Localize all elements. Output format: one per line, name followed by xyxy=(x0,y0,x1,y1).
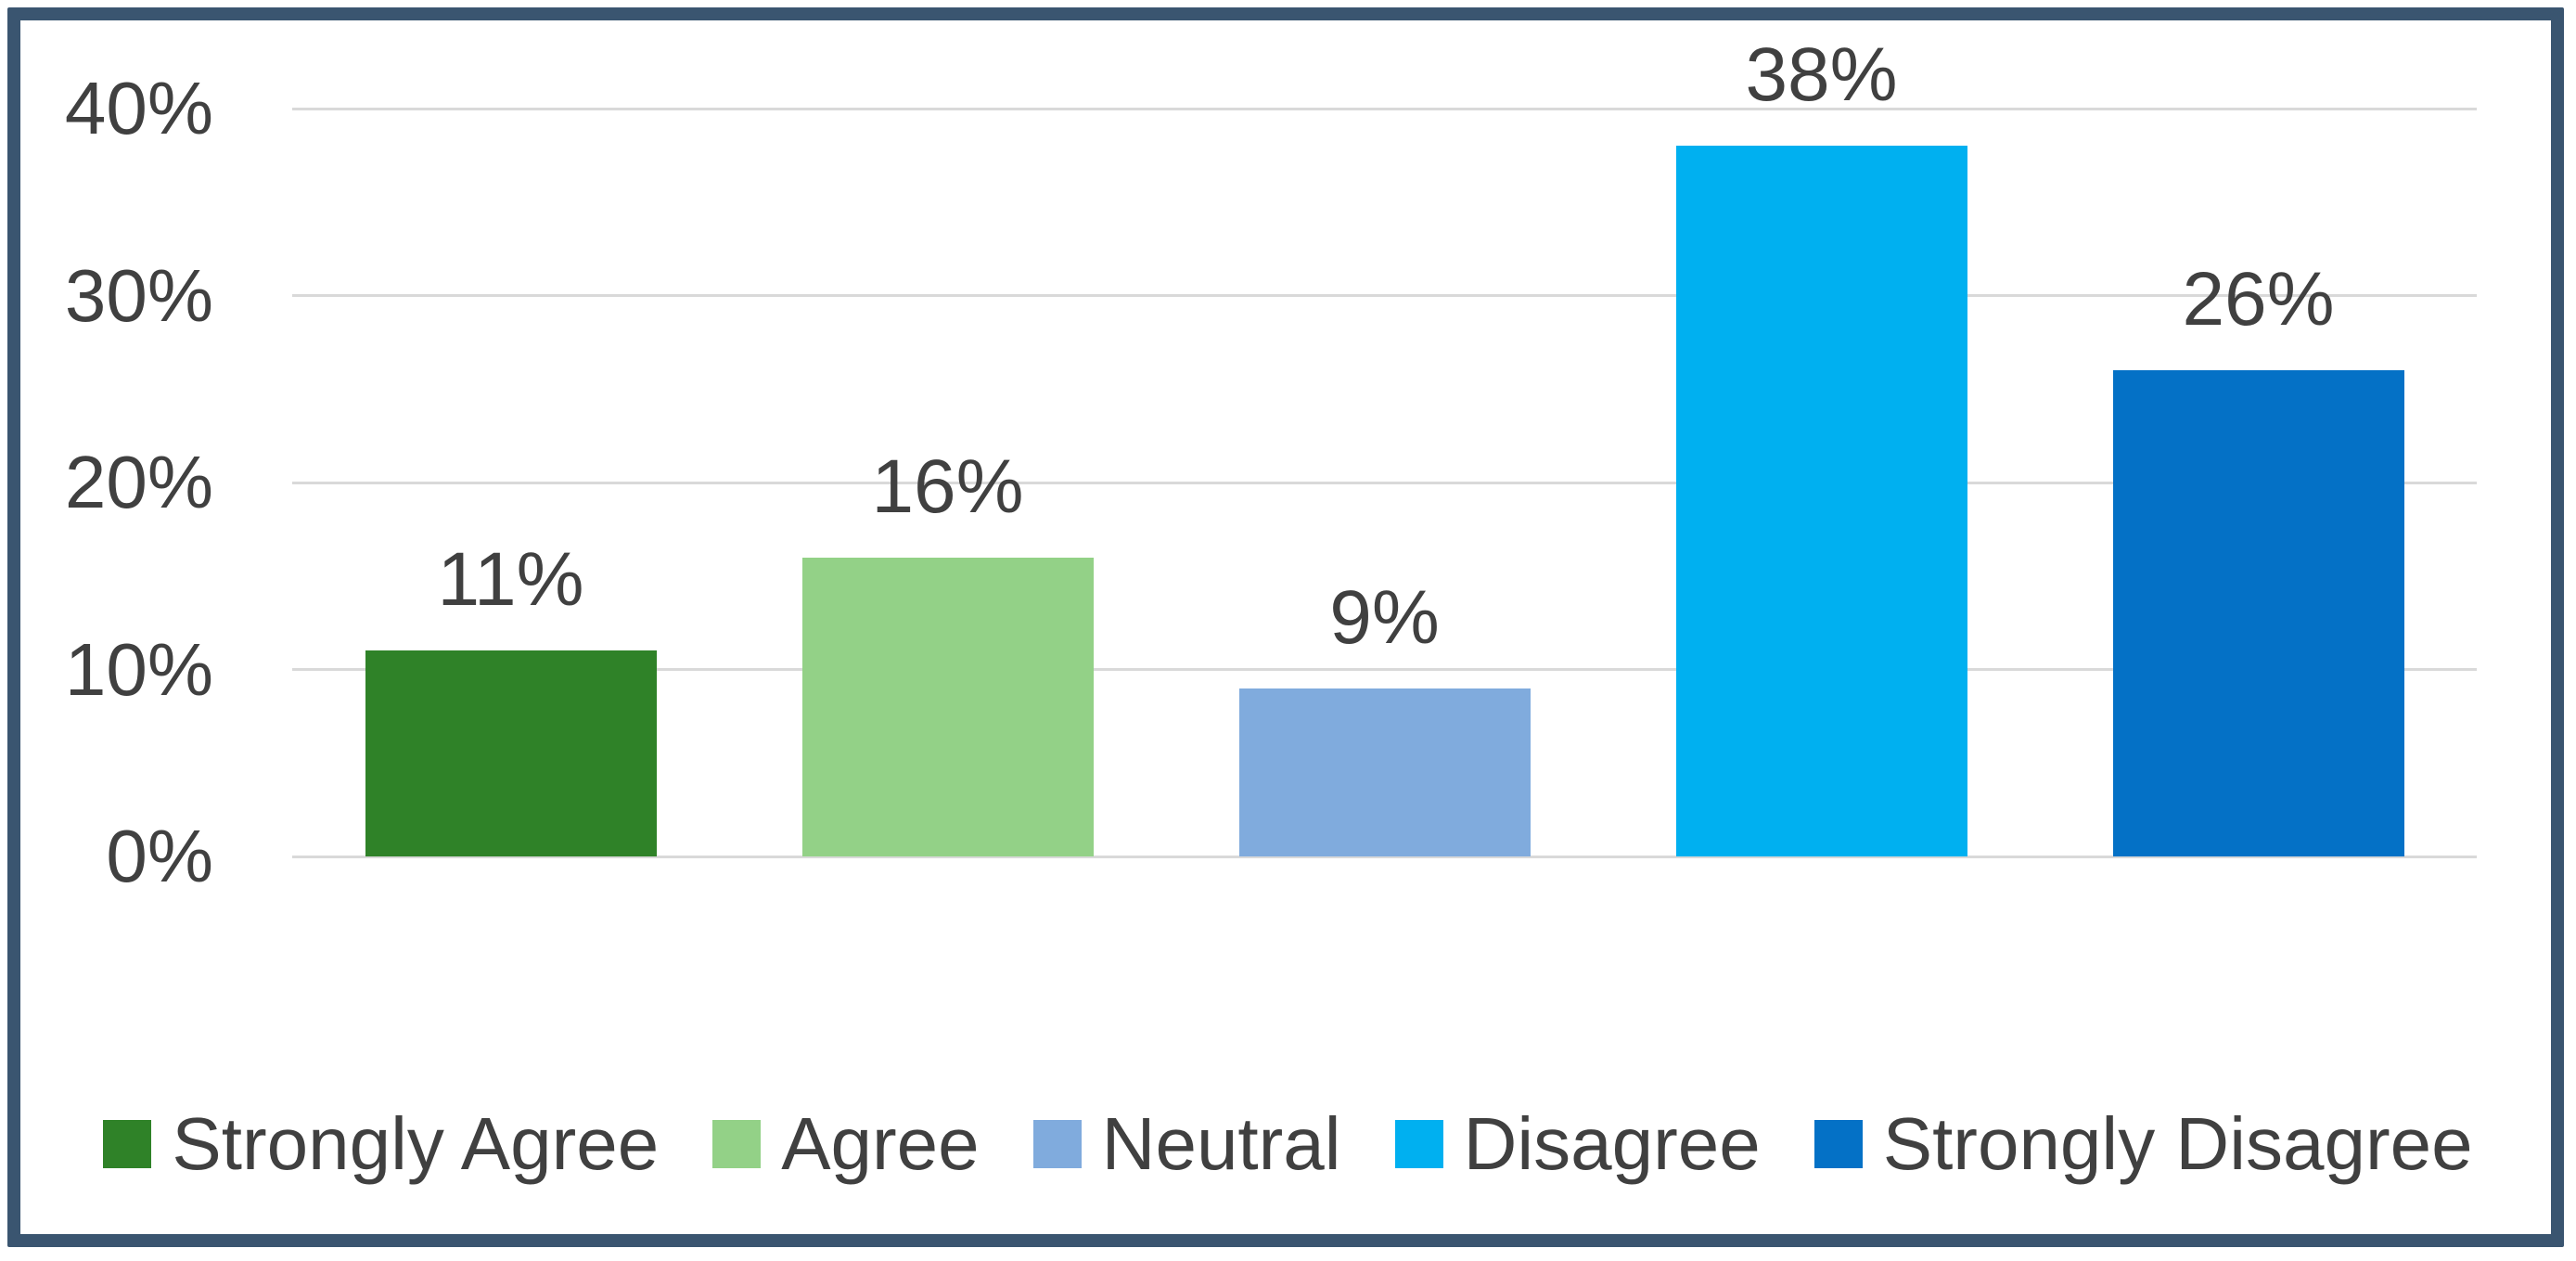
legend-swatch-strongly-agree xyxy=(103,1120,152,1168)
gridline-30 xyxy=(292,294,2477,297)
legend-label-neutral: Neutral xyxy=(1101,1102,1341,1185)
chart-frame-border xyxy=(7,7,2564,1247)
bar-value-label-agree: 16% xyxy=(871,444,1024,529)
legend-item-strongly-agree: Strongly Agree xyxy=(103,1107,659,1181)
gridline-40 xyxy=(292,107,2477,110)
y-axis: 0% 10% 20% 30% 40% xyxy=(0,71,223,894)
legend-item-neutral: Neutral xyxy=(1032,1102,1341,1185)
legend-swatch-disagree xyxy=(1394,1120,1443,1168)
legend-swatch-agree xyxy=(712,1120,762,1168)
legend-swatch-neutral xyxy=(1032,1120,1082,1168)
legend: Strongly Agree Agree Neutral Disagree Strong… xyxy=(0,1079,2576,1209)
y-axis-tick-label-20: 20% xyxy=(64,441,213,523)
legend-label-strongly-disagree: Strongly Disagree xyxy=(1882,1102,2473,1185)
legend-item-agree: Agree xyxy=(712,1102,980,1185)
bar-value-label-disagree: 38% xyxy=(1745,32,1898,118)
gridline-0 xyxy=(292,855,2477,858)
bar-disagree xyxy=(1675,146,1967,856)
bar-value-label-strongly-disagree: 26% xyxy=(2182,257,2335,342)
y-axis-tick-label-40: 40% xyxy=(64,67,213,149)
plot-area: 11% 16% 9% 38% 26% xyxy=(292,37,2477,858)
bar-strongly-agree xyxy=(365,650,657,856)
legend-label-agree: Agree xyxy=(781,1102,980,1185)
legend-swatch-strongly-disagree xyxy=(1813,1120,1863,1168)
y-axis-tick-label-30: 30% xyxy=(64,253,213,337)
legend-item-disagree: Disagree xyxy=(1394,1102,1761,1185)
bar-value-label-neutral: 9% xyxy=(1329,574,1440,660)
legend-label-disagree: Disagree xyxy=(1463,1102,1761,1185)
legend-label-strongly-agree: Strongly Agree xyxy=(172,1102,660,1185)
bar-strongly-disagree xyxy=(2112,370,2404,856)
bar-neutral xyxy=(1238,688,1531,856)
y-axis-tick-label-0: 0% xyxy=(106,815,213,897)
legend-item-strongly-disagree: Strongly Disagree xyxy=(1813,1102,2473,1185)
bar-agree xyxy=(801,557,1094,856)
gridline-20 xyxy=(292,481,2477,484)
bar-value-label-strongly-agree: 11% xyxy=(437,537,584,623)
y-axis-tick-label-10: 10% xyxy=(64,627,213,711)
gridline-10 xyxy=(292,668,2477,671)
